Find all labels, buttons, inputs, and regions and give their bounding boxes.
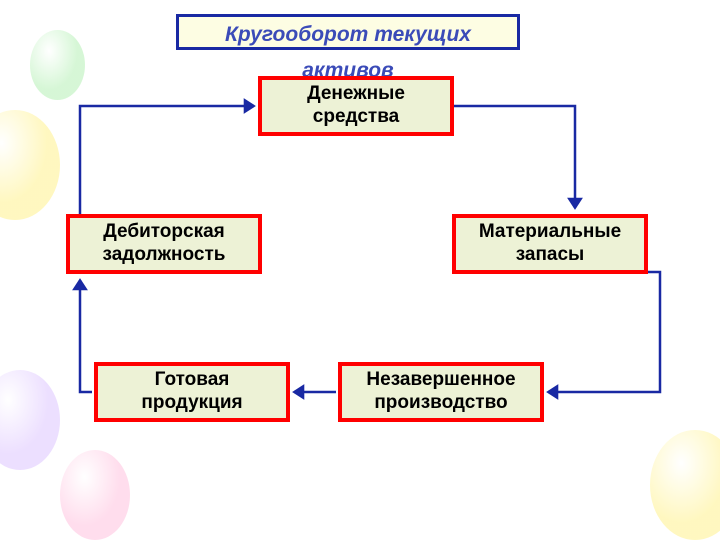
node-wip: Незавершенное производство — [338, 362, 544, 422]
node-label: Готовая продукция — [106, 369, 278, 415]
balloon-deco — [0, 370, 60, 470]
node-label: Дебиторская задолжность — [78, 221, 250, 267]
node-materials: Материальные запасы — [452, 214, 648, 274]
balloon-deco — [30, 30, 85, 100]
node-finished: Готовая продукция — [94, 362, 290, 422]
balloon-deco — [0, 110, 60, 220]
node-receivables: Дебиторская задолжность — [66, 214, 262, 274]
node-label: Материальные запасы — [464, 221, 636, 267]
diagram-title: Кругооборот текущих активов — [176, 14, 520, 50]
node-label: Денежные средства — [270, 83, 442, 129]
node-label: Незавершенное производство — [350, 369, 532, 415]
balloon-deco — [60, 450, 130, 540]
node-cash: Денежные средства — [258, 76, 454, 136]
balloon-deco — [650, 430, 720, 540]
diagram-title-text: Кругооборот текущих активов — [225, 23, 471, 82]
